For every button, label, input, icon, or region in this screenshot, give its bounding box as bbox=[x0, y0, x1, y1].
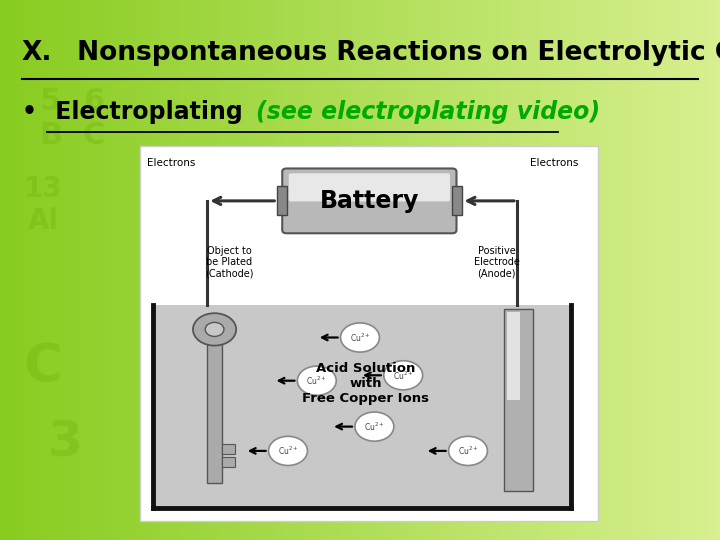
Circle shape bbox=[205, 322, 224, 336]
Text: Electrons: Electrons bbox=[147, 158, 196, 168]
Circle shape bbox=[269, 436, 307, 465]
Text: X.: X. bbox=[22, 40, 52, 66]
Text: 13
Al: 13 Al bbox=[24, 175, 63, 235]
Circle shape bbox=[341, 323, 379, 352]
Circle shape bbox=[297, 366, 336, 395]
Bar bbox=[207, 335, 222, 483]
Text: Cu$^{2+}$: Cu$^{2+}$ bbox=[458, 445, 478, 457]
Text: Electrons: Electrons bbox=[530, 158, 579, 168]
Circle shape bbox=[355, 412, 394, 441]
Bar bbox=[504, 309, 533, 491]
FancyBboxPatch shape bbox=[140, 146, 598, 521]
Text: Cu$^{2+}$: Cu$^{2+}$ bbox=[350, 332, 370, 343]
Text: Battery: Battery bbox=[320, 189, 419, 213]
Text: Cu$^{2+}$: Cu$^{2+}$ bbox=[393, 369, 413, 381]
Text: Cu$^{2+}$: Cu$^{2+}$ bbox=[364, 421, 384, 433]
Text: 3: 3 bbox=[48, 419, 82, 467]
FancyBboxPatch shape bbox=[452, 186, 462, 215]
Bar bbox=[222, 457, 235, 467]
Text: 5
B: 5 B bbox=[39, 87, 62, 150]
Bar bbox=[507, 312, 520, 401]
Text: Object to
be Plated
(Cathode): Object to be Plated (Cathode) bbox=[204, 246, 253, 279]
Text: Acid Solution
with
Free Copper Ions: Acid Solution with Free Copper Ions bbox=[302, 362, 429, 405]
Text: Cu$^{2+}$: Cu$^{2+}$ bbox=[307, 375, 327, 387]
Text: •: • bbox=[22, 100, 37, 124]
Text: Electroplating: Electroplating bbox=[47, 100, 251, 124]
Text: Nonspontaneous Reactions on Electrolytic Cells: Nonspontaneous Reactions on Electrolytic… bbox=[68, 40, 720, 66]
FancyBboxPatch shape bbox=[277, 186, 287, 215]
Text: Cu$^{2+}$: Cu$^{2+}$ bbox=[278, 445, 298, 457]
Text: C: C bbox=[24, 341, 63, 393]
Bar bbox=[153, 305, 571, 508]
Circle shape bbox=[384, 361, 423, 390]
FancyBboxPatch shape bbox=[289, 173, 450, 201]
Text: 6
C: 6 C bbox=[82, 87, 105, 150]
FancyBboxPatch shape bbox=[282, 168, 456, 233]
Text: Positive
Electrode
(Anode): Positive Electrode (Anode) bbox=[474, 246, 520, 279]
Text: (see electroplating video): (see electroplating video) bbox=[256, 100, 600, 124]
Circle shape bbox=[449, 436, 487, 465]
Bar bbox=[222, 444, 235, 454]
Circle shape bbox=[193, 313, 236, 346]
